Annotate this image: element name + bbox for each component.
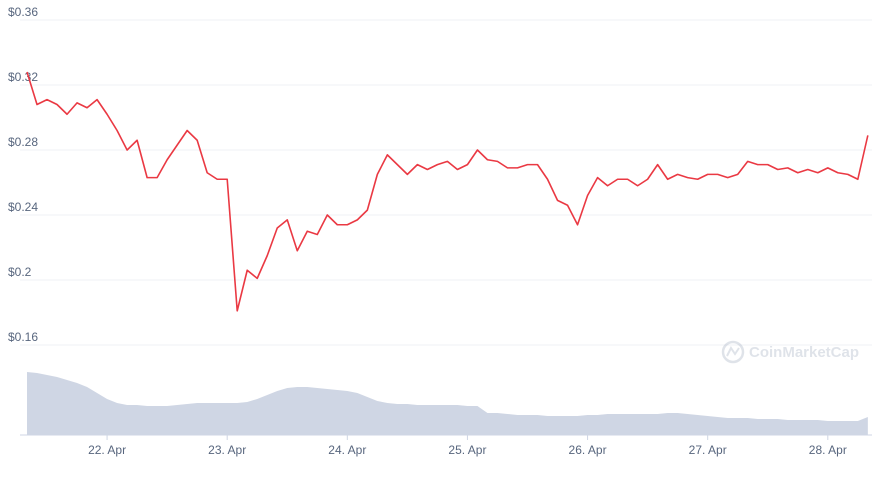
y-tick-label: $0.16 <box>8 330 38 344</box>
watermark: CoinMarketCap <box>749 344 859 361</box>
x-tick-label: 23. Apr <box>208 443 246 457</box>
plot: $0.16 $0.2 $0.24 $0.28 $0.32 $0.36 22. Apr 23. … <box>8 5 872 457</box>
x-tick-label: 28. Apr <box>809 443 847 457</box>
y-tick-label: $0.28 <box>8 135 38 149</box>
x-tick-label: 22. Apr <box>88 443 126 457</box>
logo-icon <box>721 340 745 364</box>
x-tick-label: 27. Apr <box>689 443 727 457</box>
logo-mark <box>726 346 740 357</box>
y-tick-label: $0.36 <box>8 5 38 19</box>
y-tick-label: $0.32 <box>8 70 38 84</box>
volume-area <box>27 372 868 435</box>
y-tick-label: $0.2 <box>8 265 32 279</box>
x-tick-label: 24. Apr <box>328 443 366 457</box>
y-tick-label: $0.24 <box>8 200 38 214</box>
x-tick-label: 25. Apr <box>448 443 486 457</box>
x-tick-label: 26. Apr <box>569 443 607 457</box>
price-line <box>26 71 869 312</box>
logo: CoinMarketCap <box>721 340 859 364</box>
